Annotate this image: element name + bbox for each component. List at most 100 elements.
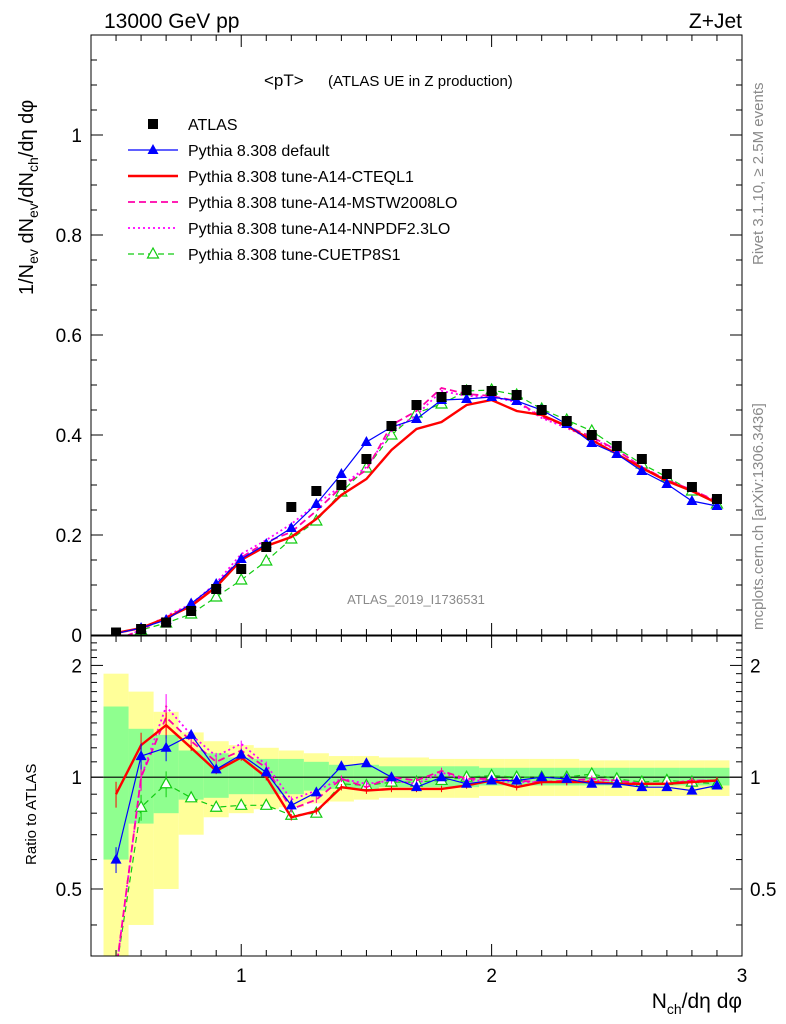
header-process: Z+Jet	[689, 10, 742, 33]
legend-marker	[148, 119, 158, 129]
y-tick-label: 0.4	[56, 426, 83, 447]
data-point-atlas	[211, 584, 222, 594]
data-point-pythia-8-308-default	[235, 553, 247, 563]
legend-item-pythia-8-308-tune-a14-nnpdf2-3lo: Pythia 8.308 tune-A14-NNPDF2.3LO	[128, 221, 450, 238]
ratio-series-pythia-8-308-default	[110, 728, 723, 874]
ratio-y-tick-label-right: 0.5	[750, 880, 776, 901]
data-point-pythia-8-308-default	[411, 413, 422, 423]
ratio-point-pythia-8-308-default	[185, 728, 197, 739]
data-point-atlas	[436, 392, 447, 402]
ratio-y-tick-label: 2	[71, 656, 82, 677]
ratio-point-pythia-8-308-default	[360, 757, 372, 768]
legend-marker	[146, 246, 160, 259]
chart-subtitle: (ATLAS UE in Z production)	[328, 73, 513, 90]
rivet-version-label: Rivet 3.1.10, ≥ 2.5M events	[750, 83, 767, 266]
ratio-point-pythia-8-308-default	[135, 750, 147, 761]
data-point-pythia-8-308-default	[711, 500, 723, 510]
ratio-point-pythia-8-308-default	[536, 771, 548, 782]
ratio-y-tick-label-right: 2	[750, 656, 761, 677]
data-point-atlas	[236, 564, 247, 574]
data-point-pythia-8-308-default	[360, 436, 372, 446]
ratio-point-pythia-8-308-default	[461, 777, 473, 788]
x-tick-label: 3	[737, 966, 748, 987]
data-point-pythia-8-308-default	[185, 597, 197, 608]
ratio-point-pythia-8-308-default	[561, 772, 573, 783]
data-point-atlas	[586, 430, 597, 440]
y-tick-label: 0.8	[56, 226, 82, 247]
ratio-point-pythia-8-308-default	[611, 777, 623, 788]
ratio-point-pythia-8-308-default	[160, 741, 172, 752]
ratio-content-group	[91, 673, 742, 975]
x-tick-label: 2	[486, 966, 497, 987]
chart-title: <pT>	[264, 71, 304, 90]
main-series-group	[111, 382, 724, 635]
ratio-point-pythia-8-308-default	[110, 853, 122, 864]
ratio-point-pythia-8-308-default	[411, 781, 422, 792]
header-energy: 13000 GeV pp	[104, 10, 239, 33]
main-y-axis-label: 1/Nev dNev/dNch/dη dφ	[16, 100, 41, 295]
data-point-pythia-8-308-tune-cuetp8s1	[234, 572, 248, 585]
ratio-series-pythia-8-308-tune-a14-nnpdf2-3lo	[117, 694, 718, 956]
ratio-point-pythia-8-308-tune-cuetp8s1	[159, 776, 173, 789]
data-point-atlas	[511, 390, 522, 400]
data-point-atlas	[311, 486, 322, 496]
y-tick-label: 0.2	[56, 526, 82, 547]
ratio-point-pythia-8-308-default	[260, 766, 272, 777]
data-point-atlas	[711, 494, 722, 504]
legend-item-pythia-8-308-tune-cuetp8s1: Pythia 8.308 tune-CUETP8S1	[128, 246, 401, 264]
data-point-pythia-8-308-default	[461, 393, 473, 403]
data-point-pythia-8-308-default	[661, 478, 673, 488]
data-point-pythia-8-308-tune-cuetp8s1	[359, 460, 373, 473]
legend-label: Pythia 8.308 tune-CUETP8S1	[188, 247, 401, 264]
ratio-line-pythia-8-308-tune-cuetp8s1	[117, 773, 718, 956]
data-point-atlas	[461, 385, 472, 395]
ratio-point-pythia-8-308-default	[686, 784, 698, 795]
ratio-point-pythia-8-308-tune-cuetp8s1	[184, 790, 198, 803]
ratio-point-pythia-8-308-tune-cuetp8s1	[234, 798, 248, 810]
ratio-y-tick-label-right: 1	[750, 768, 761, 789]
ratio-point-pythia-8-308-default	[586, 777, 598, 788]
legend-label: Pythia 8.308 default	[188, 143, 330, 160]
main-panel: 0 0.2 0.4 0.6 0.8 1 <pT> (ATLAS UE in Z produ…	[56, 34, 743, 647]
ratio-point-pythia-8-308-default	[385, 771, 397, 782]
data-point-atlas	[486, 386, 497, 396]
ratio-point-pythia-8-308-default	[636, 781, 648, 792]
legend-label: Pythia 8.308 tune-A14-CTEQL1	[188, 169, 414, 186]
main-plot-area	[111, 382, 724, 635]
ratio-point-pythia-8-308-default	[310, 786, 322, 797]
series-atlas	[111, 385, 722, 635]
legend-item-atlas: ATLAS	[148, 117, 238, 134]
y-tick-label: 1	[71, 126, 82, 147]
data-point-pythia-8-308-default	[611, 448, 623, 458]
data-point-atlas	[411, 400, 422, 410]
data-point-pythia-8-308-default	[586, 437, 598, 447]
legend: ATLAS Pythia 8.308 default Pythia 8.308 tu…	[128, 117, 457, 264]
ratio-y-ticks: 0.5 0.5 1 1 2 2	[56, 642, 776, 926]
legend-label: Pythia 8.308 tune-A14-NNPDF2.3LO	[188, 221, 450, 238]
x-axis-label: Nch/dη dφ	[652, 990, 742, 1017]
y-tick-label: 0.6	[56, 326, 82, 347]
data-point-atlas	[186, 606, 197, 616]
analysis-watermark: ATLAS_2019_I1736531	[347, 592, 485, 607]
ratio-y-tick-label: 0.5	[56, 880, 82, 901]
legend-item-pythia-8-308-tune-a14-mstw2008lo: Pythia 8.308 tune-A14-MSTW2008LO	[128, 195, 457, 212]
data-point-pythia-8-308-default	[636, 465, 648, 475]
ratio-point-pythia-8-308-tune-cuetp8s1	[134, 800, 148, 812]
ratio-point-pythia-8-308-default	[285, 799, 297, 810]
ratio-point-pythia-8-308-tune-cuetp8s1	[111, 965, 122, 975]
data-point-atlas	[386, 421, 397, 431]
data-point-atlas	[611, 441, 622, 451]
data-point-atlas	[536, 405, 547, 415]
mcplots-label: mcplots.cern.ch [arXiv:1306.3436]	[750, 403, 767, 630]
data-point-atlas	[161, 617, 172, 628]
data-point-pythia-8-308-default	[285, 522, 297, 532]
data-point-atlas	[336, 480, 347, 490]
ratio-point-pythia-8-308-default	[486, 774, 498, 785]
ratio-y-tick-label: 1	[71, 768, 82, 789]
ratio-x-ticks: 1 2 3	[115, 636, 748, 987]
ratio-point-pythia-8-308-default	[711, 779, 723, 790]
ratio-point-pythia-8-308-default	[335, 760, 347, 771]
data-point-pythia-8-308-default	[686, 495, 698, 505]
ratio-panel: 0.5 0.5 1 1 2 2 1 2 3	[56, 635, 776, 987]
